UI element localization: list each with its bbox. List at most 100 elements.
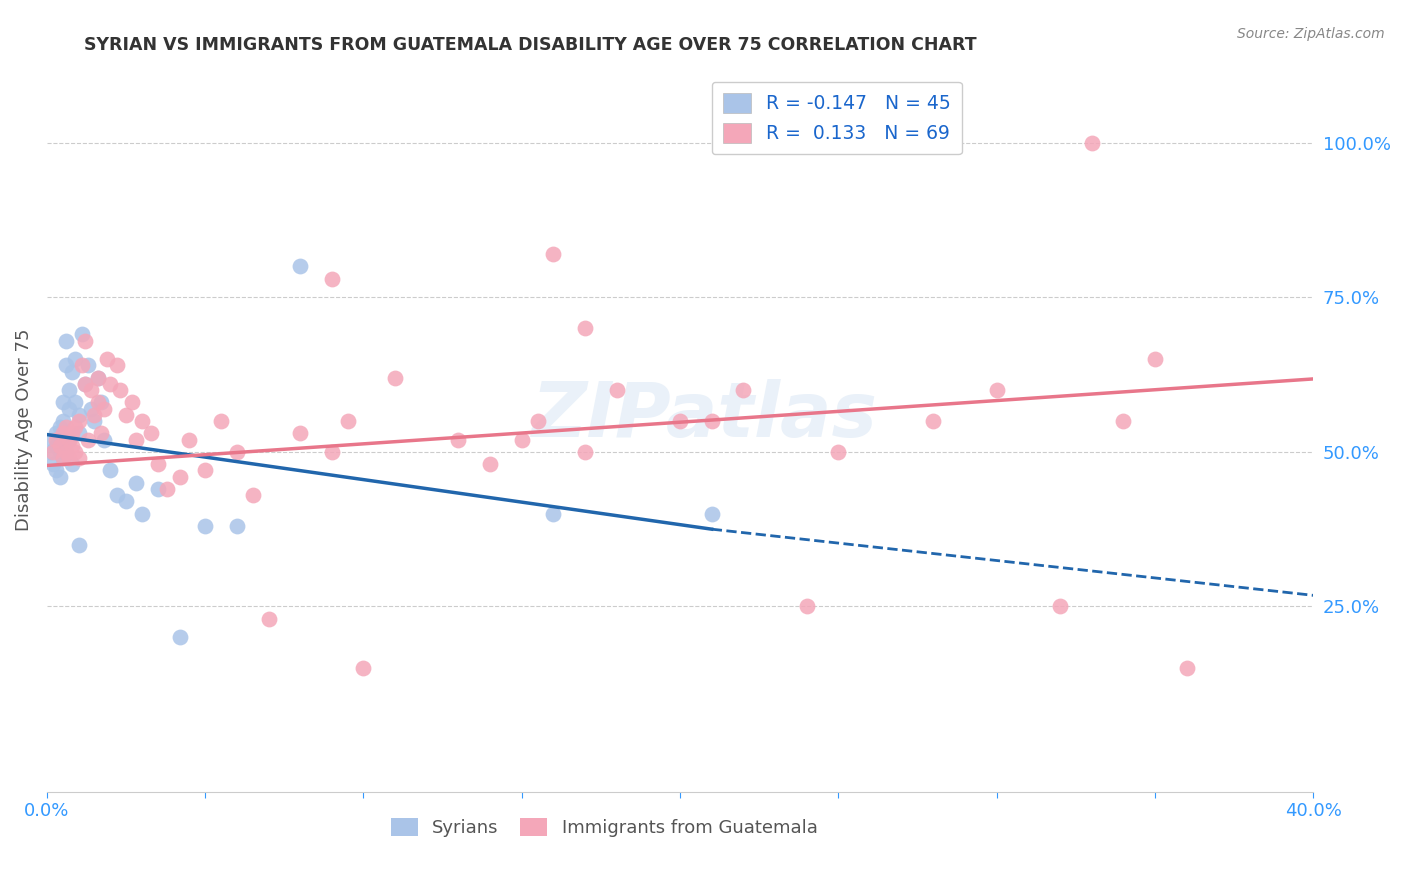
Point bbox=[733, 383, 755, 397]
Point bbox=[922, 414, 945, 428]
Point bbox=[58, 451, 80, 466]
Point bbox=[86, 395, 108, 409]
Point bbox=[60, 426, 83, 441]
Point bbox=[124, 475, 146, 490]
Point bbox=[447, 433, 470, 447]
Point bbox=[86, 370, 108, 384]
Point bbox=[52, 414, 75, 428]
Point bbox=[48, 420, 70, 434]
Point bbox=[606, 383, 628, 397]
Point bbox=[543, 507, 565, 521]
Point bbox=[121, 395, 143, 409]
Point bbox=[52, 395, 75, 409]
Point bbox=[543, 247, 565, 261]
Point bbox=[48, 445, 70, 459]
Point bbox=[1175, 661, 1198, 675]
Point bbox=[98, 463, 121, 477]
Point bbox=[86, 370, 108, 384]
Point bbox=[60, 457, 83, 471]
Point bbox=[58, 401, 80, 416]
Point bbox=[336, 414, 359, 428]
Y-axis label: Disability Age Over 75: Disability Age Over 75 bbox=[15, 329, 32, 532]
Point bbox=[1049, 599, 1071, 614]
Point bbox=[48, 439, 70, 453]
Point bbox=[80, 383, 103, 397]
Point bbox=[141, 426, 163, 441]
Point bbox=[65, 420, 87, 434]
Point bbox=[131, 507, 153, 521]
Point bbox=[45, 463, 67, 477]
Point bbox=[526, 414, 548, 428]
Point bbox=[45, 426, 67, 441]
Point bbox=[73, 376, 96, 391]
Point bbox=[209, 414, 232, 428]
Point bbox=[55, 445, 77, 459]
Point bbox=[67, 408, 90, 422]
Point bbox=[58, 383, 80, 397]
Point bbox=[90, 395, 112, 409]
Point bbox=[146, 457, 169, 471]
Point bbox=[1080, 136, 1102, 150]
Point bbox=[65, 395, 87, 409]
Point bbox=[169, 469, 191, 483]
Point bbox=[115, 494, 138, 508]
Point bbox=[574, 445, 596, 459]
Point bbox=[45, 439, 67, 453]
Point bbox=[65, 445, 87, 459]
Point bbox=[67, 426, 90, 441]
Point bbox=[48, 469, 70, 483]
Point bbox=[67, 538, 90, 552]
Point bbox=[105, 359, 128, 373]
Text: Source: ZipAtlas.com: Source: ZipAtlas.com bbox=[1237, 27, 1385, 41]
Point bbox=[242, 488, 264, 502]
Point bbox=[169, 631, 191, 645]
Point bbox=[39, 445, 62, 459]
Point bbox=[124, 433, 146, 447]
Point bbox=[700, 507, 723, 521]
Point bbox=[479, 457, 502, 471]
Point bbox=[108, 383, 131, 397]
Point bbox=[115, 408, 138, 422]
Point bbox=[55, 359, 77, 373]
Point bbox=[42, 457, 65, 471]
Point bbox=[55, 420, 77, 434]
Point bbox=[669, 414, 692, 428]
Point bbox=[60, 439, 83, 453]
Point bbox=[70, 327, 93, 342]
Point bbox=[42, 445, 65, 459]
Point bbox=[288, 426, 311, 441]
Point bbox=[77, 433, 100, 447]
Point bbox=[93, 433, 115, 447]
Point bbox=[384, 370, 406, 384]
Point bbox=[131, 414, 153, 428]
Point bbox=[98, 376, 121, 391]
Point bbox=[70, 359, 93, 373]
Point bbox=[700, 414, 723, 428]
Point bbox=[96, 352, 118, 367]
Point bbox=[90, 426, 112, 441]
Point bbox=[1112, 414, 1135, 428]
Point bbox=[58, 433, 80, 447]
Text: ZIPatlas: ZIPatlas bbox=[533, 379, 879, 453]
Point bbox=[321, 272, 343, 286]
Point bbox=[77, 359, 100, 373]
Point bbox=[179, 433, 201, 447]
Point bbox=[67, 451, 90, 466]
Point bbox=[93, 401, 115, 416]
Point bbox=[225, 445, 247, 459]
Point bbox=[55, 334, 77, 348]
Point bbox=[60, 364, 83, 378]
Legend: Syrians, Immigrants from Guatemala: Syrians, Immigrants from Guatemala bbox=[384, 811, 825, 845]
Point bbox=[58, 433, 80, 447]
Point bbox=[156, 482, 179, 496]
Point bbox=[257, 612, 280, 626]
Point bbox=[80, 401, 103, 416]
Point bbox=[55, 445, 77, 459]
Point bbox=[796, 599, 818, 614]
Point bbox=[194, 463, 217, 477]
Point bbox=[73, 376, 96, 391]
Point bbox=[321, 445, 343, 459]
Point bbox=[986, 383, 1008, 397]
Point bbox=[353, 661, 375, 675]
Point bbox=[83, 414, 105, 428]
